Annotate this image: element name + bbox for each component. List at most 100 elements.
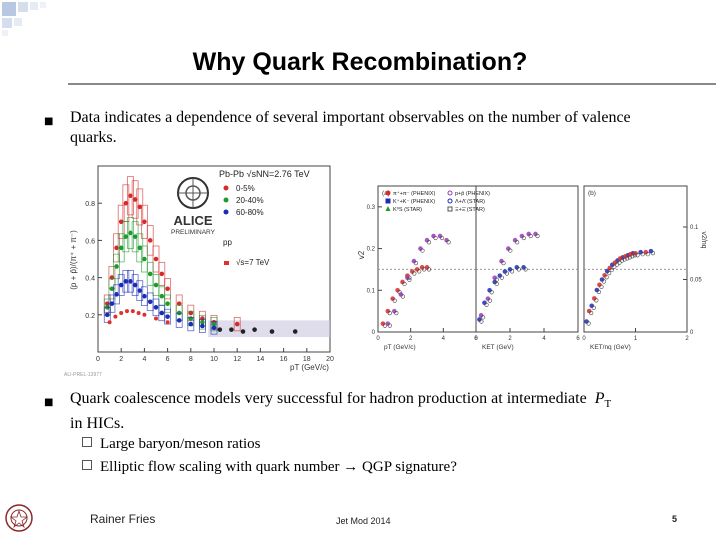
data-point [153, 305, 159, 310]
bullet-marker: ■ [44, 116, 54, 127]
data-point [128, 230, 133, 236]
systematic-box [113, 253, 120, 280]
data-point-secondary [528, 233, 533, 239]
chart1-xtick-label: 10 [210, 356, 218, 363]
chart2-xtick-label: 6 [474, 336, 478, 342]
chart1-series [103, 176, 298, 335]
data-point [142, 293, 147, 299]
math-p: P [594, 390, 605, 407]
data-point [165, 314, 170, 319]
data-point-secondary [586, 321, 591, 326]
data-point [398, 292, 404, 297]
chart1-xlabel: pT (GeV/c) [290, 363, 329, 372]
math-sub: T [604, 398, 612, 411]
data-point [104, 301, 110, 306]
legend-label: Λ+Λ̄ (STAR) [455, 199, 485, 205]
data-point [594, 287, 600, 293]
data-point [617, 256, 623, 261]
data-point [507, 267, 513, 272]
sub-bullet-1: Large baryon/meson ratios [82, 435, 261, 453]
data-point-secondary [591, 305, 596, 310]
data-point [589, 303, 595, 309]
systematic-box [152, 245, 160, 273]
footer-page-number: 5 [672, 514, 678, 524]
data-point [514, 265, 520, 270]
chart2-xtick-label: 0 [376, 336, 380, 342]
title-divider [68, 83, 716, 85]
data-point-secondary [487, 298, 492, 303]
data-point [107, 320, 112, 325]
systematic-box [117, 274, 125, 296]
data-point-secondary [594, 298, 599, 303]
chart2-panel-xlabel: pT (GeV/c) [384, 344, 416, 351]
systematic-box [127, 217, 134, 249]
systematic-box [131, 221, 139, 253]
series-high-pt-all- [217, 327, 298, 334]
data-point [252, 327, 257, 332]
data-point [533, 231, 538, 237]
data-point-secondary [387, 323, 392, 328]
data-point-secondary [407, 277, 412, 282]
legend-title: Pb-Pb √sNN=2.76 TeV [219, 169, 310, 179]
university-seal-icon [5, 504, 33, 532]
data-point-secondary [509, 269, 515, 274]
legend-label: Ξ+Ξ̄ (STAR) [455, 207, 485, 213]
data-point-secondary [439, 235, 445, 241]
data-point [431, 233, 436, 239]
data-point [487, 287, 492, 293]
data-point [136, 310, 141, 315]
slide-title: Why Quark Recombination? [192, 48, 528, 76]
data-point-secondary [645, 252, 650, 257]
chart1-xtick-label: 0 [96, 356, 100, 363]
chart2-panel-frame [475, 185, 579, 333]
chart2-ylabel-right: v2/nq [700, 231, 707, 248]
chart2-right-ytick-label: 0.1 [690, 225, 699, 231]
data-point [411, 258, 417, 264]
data-point-secondary [516, 267, 521, 272]
data-point [123, 279, 129, 284]
alice-logo: ALICE PRELIMINARY [171, 177, 216, 236]
data-point-secondary [589, 310, 594, 316]
chart2-xtick-label: 6 [576, 336, 580, 342]
data-point-secondary [650, 251, 656, 256]
systematic-box [122, 221, 130, 253]
legend-marker [385, 206, 391, 211]
data-point [165, 286, 170, 292]
chart2-ytick-label: 0.3 [367, 205, 376, 211]
data-point-secondary [413, 260, 419, 266]
data-point [437, 233, 443, 239]
footer-event: Jet Mod 2014 [336, 516, 391, 526]
legend-marker [447, 206, 453, 212]
chart1-ytick-label: 0.2 [85, 313, 95, 320]
legend-label: p+p̄ (PHENIX) [455, 191, 490, 197]
data-point-secondary [387, 311, 392, 316]
legend-marker [447, 190, 453, 196]
data-point-secondary [601, 279, 607, 284]
data-point-secondary [489, 290, 494, 295]
data-point [200, 319, 205, 325]
legend-pp-label: pp [223, 238, 232, 247]
bullet-marker: ■ [44, 397, 54, 408]
data-point [405, 275, 410, 281]
data-point [485, 296, 491, 301]
data-point-secondary [619, 258, 625, 263]
legend-marker [385, 198, 391, 204]
systematic-box [136, 233, 144, 263]
chart1-xtick-label: 6 [166, 356, 170, 363]
data-point-secondary [625, 256, 630, 261]
data-point [211, 325, 217, 331]
data-point-secondary [596, 289, 601, 295]
systematic-box [127, 176, 134, 216]
data-point-secondary [604, 275, 609, 280]
data-point [114, 245, 119, 251]
chart2-right-ytick-label: 0.05 [690, 278, 702, 284]
data-point [419, 265, 425, 270]
legend-label: 20-40% [236, 196, 264, 205]
data-point [240, 329, 246, 334]
data-point [519, 233, 525, 239]
data-point [119, 310, 124, 315]
data-point-secondary [508, 248, 513, 253]
data-point-secondary [479, 319, 484, 324]
chart1-ytick-label: 0.8 [85, 201, 95, 208]
data-point [153, 256, 159, 262]
